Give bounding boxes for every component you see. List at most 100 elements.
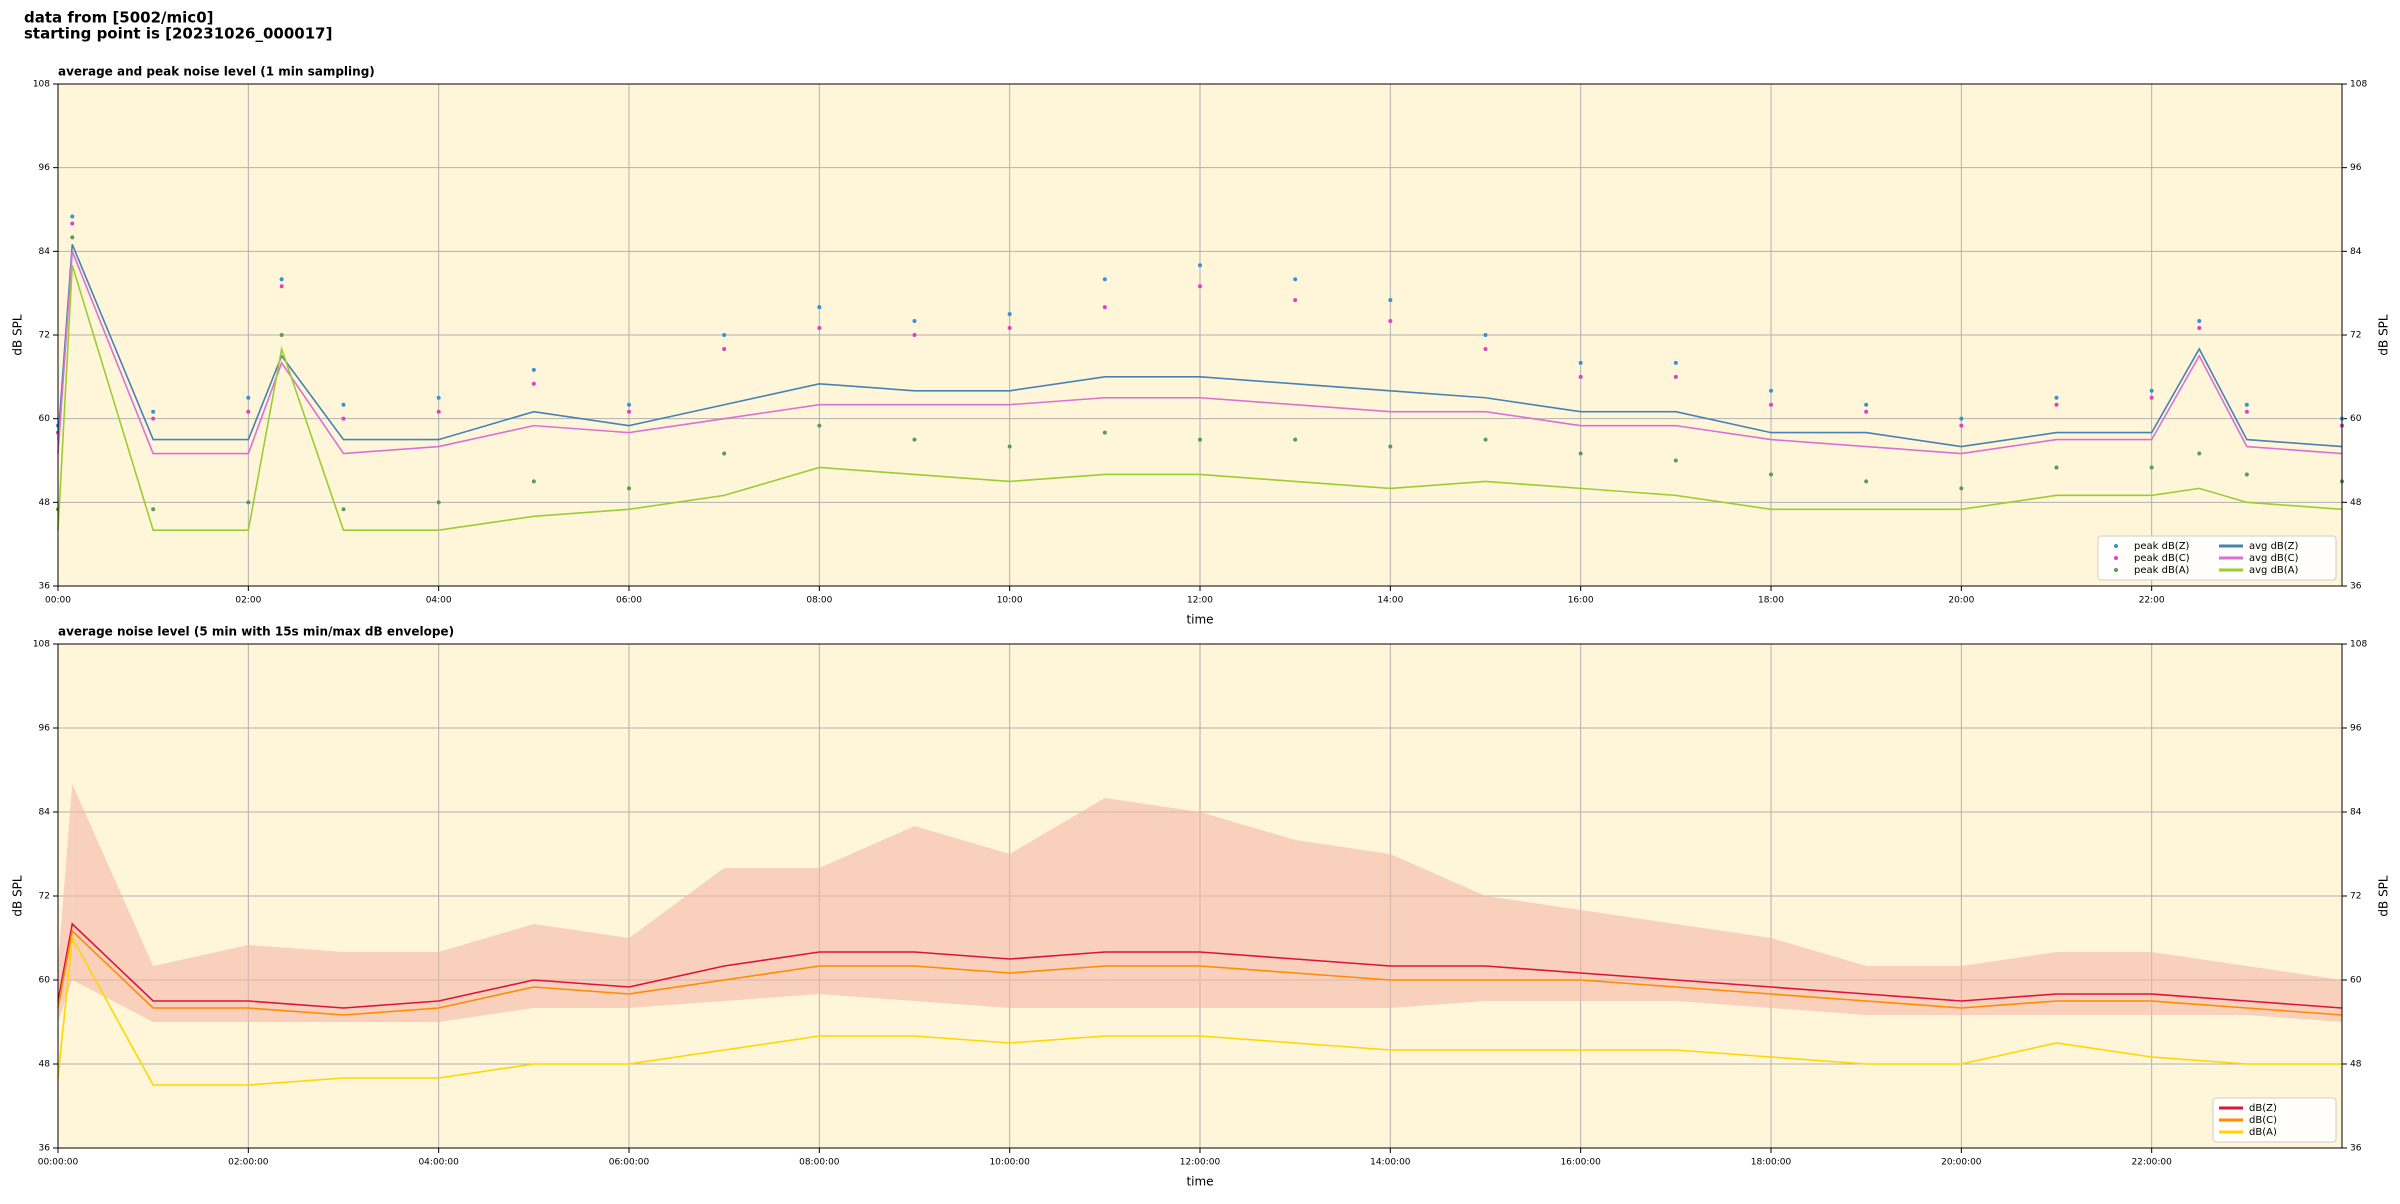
peak-point bbox=[2149, 395, 2154, 400]
peak-point bbox=[1673, 360, 1678, 365]
peak-point bbox=[1959, 416, 1964, 421]
peak-point bbox=[531, 479, 536, 484]
y-tick-label: 96 bbox=[39, 724, 51, 734]
peak-point bbox=[1007, 444, 1012, 449]
peak-point bbox=[1102, 277, 1107, 282]
x-tick-label: 04:00:00 bbox=[418, 1158, 459, 1168]
peak-point bbox=[1483, 437, 1488, 442]
x-axis-label: time bbox=[1186, 613, 1213, 627]
envelope-band bbox=[914, 826, 1010, 1008]
legend-marker bbox=[2114, 544, 2118, 548]
envelope-band bbox=[343, 952, 439, 1022]
y-tick-label: 72 bbox=[39, 892, 50, 902]
envelope-band bbox=[1485, 896, 1581, 1001]
envelope-band bbox=[1009, 798, 1105, 1008]
envelope-band bbox=[1580, 910, 1676, 1001]
legend-label: dB(A) bbox=[2249, 1127, 2277, 1138]
y-tick-label: 48 bbox=[39, 1060, 51, 1070]
peak-point bbox=[2244, 402, 2249, 407]
peak-point bbox=[817, 305, 822, 310]
y-tick-label: 84 bbox=[39, 808, 51, 818]
y-tick-label: 108 bbox=[33, 80, 50, 90]
peak-point bbox=[246, 409, 251, 414]
peak-point bbox=[1483, 346, 1488, 351]
peak-point bbox=[2149, 388, 2154, 393]
x-tick-label: 06:00:00 bbox=[609, 1158, 650, 1168]
x-tick-label: 06:00 bbox=[616, 596, 642, 606]
peak-point bbox=[531, 381, 536, 386]
y-axis-label: dB SPL bbox=[11, 875, 25, 917]
peak-point bbox=[1388, 298, 1393, 303]
y-tick-label: 60 bbox=[2350, 976, 2362, 986]
x-tick-label: 02:00:00 bbox=[228, 1158, 269, 1168]
peak-point bbox=[1864, 479, 1869, 484]
x-tick-label: 00:00 bbox=[45, 596, 71, 606]
x-tick-label: 22:00 bbox=[2139, 596, 2165, 606]
envelope-band bbox=[248, 945, 344, 1022]
peak-point bbox=[279, 277, 284, 282]
peak-point bbox=[722, 346, 727, 351]
peak-point bbox=[2244, 409, 2249, 414]
peak-point bbox=[627, 402, 631, 407]
envelope-band bbox=[1200, 812, 1296, 1008]
x-tick-label: 16:00 bbox=[1568, 596, 1594, 606]
y-tick-label: 48 bbox=[39, 498, 51, 508]
peak-point bbox=[1293, 298, 1298, 303]
peak-point bbox=[1864, 409, 1869, 414]
peak-point bbox=[70, 221, 75, 226]
envelope-band bbox=[533, 924, 629, 1008]
envelope-band bbox=[72, 784, 154, 1022]
y-tick-label: 72 bbox=[2350, 892, 2361, 902]
peak-point bbox=[1293, 277, 1298, 282]
peak-point bbox=[341, 507, 346, 512]
x-tick-label: 10:00 bbox=[997, 596, 1023, 606]
x-tick-label: 20:00 bbox=[1948, 596, 1974, 606]
peak-point bbox=[817, 326, 822, 331]
peak-point bbox=[436, 409, 441, 414]
peak-point bbox=[2197, 326, 2202, 331]
legend bbox=[2097, 535, 2337, 581]
peak-point bbox=[436, 395, 441, 400]
envelope-band bbox=[2246, 966, 2342, 1022]
x-tick-label: 18:00 bbox=[1758, 596, 1784, 606]
line bbox=[57, 929, 2343, 1016]
peak-point bbox=[1673, 458, 1678, 463]
peak-point bbox=[246, 500, 251, 505]
legend-label: avg dB(Z) bbox=[2249, 541, 2299, 552]
peak-point bbox=[341, 416, 346, 421]
peak-point bbox=[279, 284, 284, 289]
x-tick-label: 08:00 bbox=[806, 596, 832, 606]
peak-point bbox=[1578, 374, 1583, 379]
peak-point bbox=[341, 402, 346, 407]
line bbox=[57, 935, 2342, 1086]
peak-point bbox=[1102, 430, 1107, 435]
peak-point bbox=[246, 395, 251, 400]
peak-point bbox=[1198, 437, 1202, 442]
envelope-band bbox=[153, 945, 249, 1022]
y-tick-label: 36 bbox=[39, 582, 51, 592]
x-tick-label: 22:00:00 bbox=[2131, 1158, 2172, 1168]
peak-point bbox=[1388, 444, 1393, 449]
peak-point bbox=[2054, 465, 2059, 470]
peak-point bbox=[722, 451, 727, 456]
peak-point bbox=[627, 486, 631, 491]
envelope-band bbox=[1104, 798, 1200, 1008]
x-tick-label: 10:00:00 bbox=[989, 1158, 1030, 1168]
envelope-band bbox=[724, 868, 820, 1001]
y-axis-label: dB SPL bbox=[2377, 314, 2391, 356]
peak-point bbox=[70, 214, 75, 219]
envelope-band bbox=[629, 868, 725, 1008]
y-tick-label: 84 bbox=[2350, 247, 2362, 257]
envelope-band bbox=[438, 924, 534, 1022]
peak-point bbox=[1769, 472, 1773, 477]
plot-frame bbox=[57, 643, 2343, 1149]
y-tick-label: 72 bbox=[2350, 331, 2361, 341]
peak-point bbox=[1007, 326, 1012, 331]
legend-marker bbox=[2114, 556, 2118, 560]
peak-point bbox=[1578, 360, 1583, 365]
peak-point bbox=[1102, 305, 1107, 310]
peak-point bbox=[1198, 263, 1202, 268]
envelope-band bbox=[1390, 854, 1486, 1008]
peak-point bbox=[912, 333, 917, 337]
